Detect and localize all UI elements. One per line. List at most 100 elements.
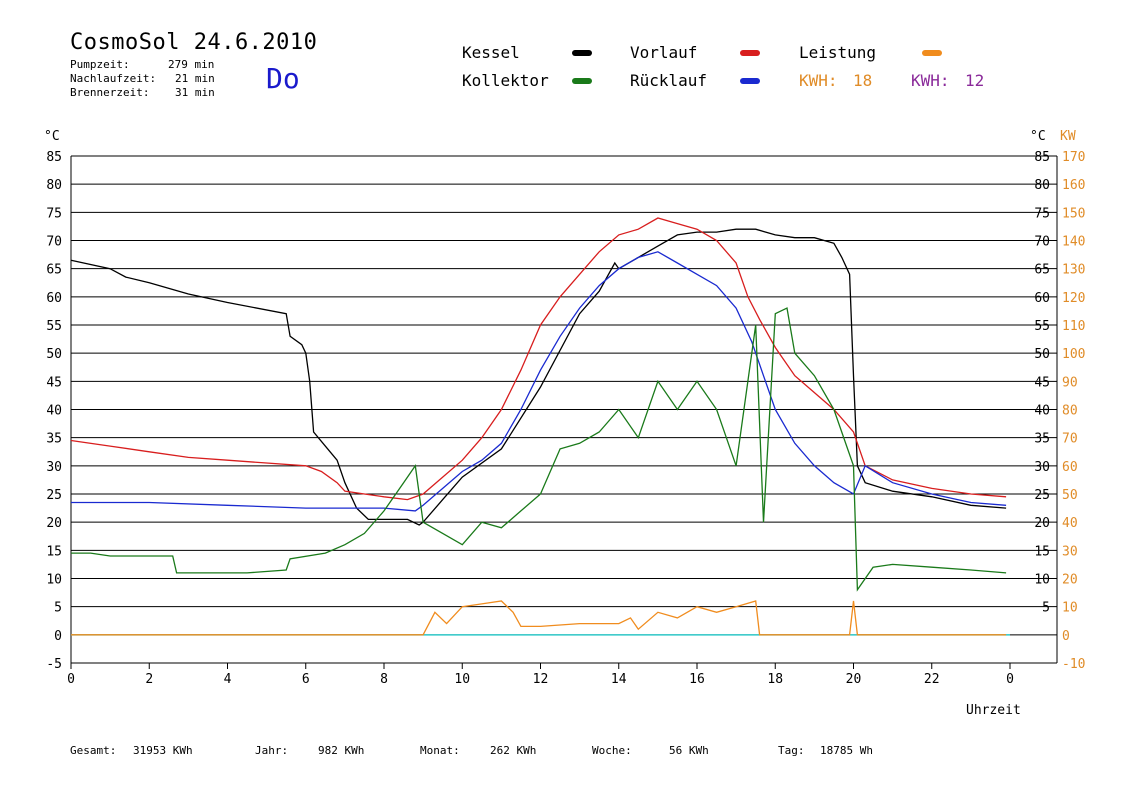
y-tick-left-55: 55 xyxy=(46,319,62,334)
kwh-label-2: KWH: xyxy=(911,71,950,90)
y-tick-right-c-15: 15 xyxy=(1034,544,1050,559)
y-tick-right-kw-90: 90 xyxy=(1062,375,1078,390)
chart-series xyxy=(70,217,1010,636)
footer-tag-value: 18785 Wh xyxy=(820,744,873,757)
stat-nachlaufzeit-value: 21 min xyxy=(175,72,215,85)
y-tick-right-c-45: 45 xyxy=(1034,375,1050,390)
y-tick-right-c-20: 20 xyxy=(1034,516,1050,531)
footer-gesamt-label: Gesamt: xyxy=(70,744,117,757)
y-axis-label-right-kw: KW xyxy=(1060,129,1076,144)
stat-brennerzeit-label: Brennerzeit: xyxy=(70,86,150,99)
y-tick-right-c-50: 50 xyxy=(1034,347,1050,362)
chart-ticks: -505101520253035404550556065707580855101… xyxy=(46,150,1085,687)
y-tick-right-c-35: 35 xyxy=(1034,432,1050,447)
y-tick-right-kw-10: 10 xyxy=(1062,601,1078,616)
y-tick-right-c-25: 25 xyxy=(1034,488,1050,503)
x-tick-2: 4 xyxy=(224,672,232,687)
stat-pumpzeit-value: 279 min xyxy=(168,58,215,71)
y-tick-left-50: 50 xyxy=(46,347,62,362)
kwh-value-2: 12 xyxy=(965,71,985,90)
y-tick-right-kw-20: 20 xyxy=(1062,573,1078,588)
legend-leistung-swatch xyxy=(922,50,942,56)
y-tick-left-20: 20 xyxy=(46,516,62,531)
y-tick-left--5: -5 xyxy=(46,657,62,672)
y-tick-left-70: 70 xyxy=(46,235,62,250)
series-line-vorlauf xyxy=(70,217,1007,501)
y-tick-left-40: 40 xyxy=(46,404,62,419)
y-tick-right-kw-70: 70 xyxy=(1062,432,1078,447)
y-tick-right-c-30: 30 xyxy=(1034,460,1050,475)
y-tick-right-kw-110: 110 xyxy=(1062,319,1085,334)
y-tick-left-25: 25 xyxy=(46,488,62,503)
x-tick-5: 10 xyxy=(454,672,470,687)
series-line-kollektor xyxy=(71,307,1007,592)
y-tick-right-c-65: 65 xyxy=(1034,263,1050,278)
y-tick-right-kw-0: 0 xyxy=(1062,629,1070,644)
footer-jahr-value: 982 KWh xyxy=(318,744,365,757)
y-tick-right-kw-80: 80 xyxy=(1062,404,1078,419)
footer-woche-value: 56 KWh xyxy=(669,744,709,757)
x-axis-label: Uhrzeit xyxy=(966,703,1021,718)
legend-ruecklauf-swatch xyxy=(740,78,760,84)
y-tick-right-c-10: 10 xyxy=(1034,573,1050,588)
x-tick-6: 12 xyxy=(533,672,549,687)
legend-kessel-label: Kessel xyxy=(462,43,520,62)
stat-pumpzeit-label: Pumpzeit: xyxy=(70,58,130,71)
y-tick-right-c-60: 60 xyxy=(1034,291,1050,306)
y-tick-left-65: 65 xyxy=(46,263,62,278)
kwh-label-1: KWH: xyxy=(799,71,838,90)
y-tick-right-kw-170: 170 xyxy=(1062,150,1085,165)
y-tick-left-35: 35 xyxy=(46,432,62,447)
y-tick-left-45: 45 xyxy=(46,375,62,390)
y-tick-left-80: 80 xyxy=(46,178,62,193)
footer-monat-value: 262 KWh xyxy=(490,744,537,757)
y-tick-right-kw-120: 120 xyxy=(1062,291,1085,306)
y-tick-right-kw-150: 150 xyxy=(1062,206,1085,221)
y-tick-left-10: 10 xyxy=(46,573,62,588)
x-tick-8: 16 xyxy=(689,672,705,687)
x-tick-4: 8 xyxy=(380,672,388,687)
footer-woche-label: Woche: xyxy=(592,744,632,757)
legend-vorlauf-label: Vorlauf xyxy=(630,43,698,62)
legend-leistung-label: Leistung xyxy=(799,43,877,62)
footer-tag-label: Tag: xyxy=(778,744,805,757)
stat-brennerzeit-value: 31 min xyxy=(175,86,215,99)
y-tick-right-c-85: 85 xyxy=(1034,150,1050,165)
series-line-leistung xyxy=(71,600,1007,636)
stat-nachlaufzeit-label: Nachlaufzeit: xyxy=(70,72,157,85)
y-tick-right-c-75: 75 xyxy=(1034,206,1050,221)
chart-axes xyxy=(70,156,1058,664)
x-tick-11: 22 xyxy=(924,672,940,687)
y-tick-right-kw-40: 40 xyxy=(1062,516,1078,531)
y-tick-right-kw-30: 30 xyxy=(1062,544,1078,559)
y-tick-right-kw-60: 60 xyxy=(1062,460,1078,475)
y-tick-right-kw-160: 160 xyxy=(1062,178,1085,193)
y-tick-right-kw--10: -10 xyxy=(1062,657,1085,672)
y-tick-right-c-55: 55 xyxy=(1034,319,1050,334)
weekday-label: Do xyxy=(266,62,300,95)
y-tick-left-30: 30 xyxy=(46,460,62,475)
y-tick-left-85: 85 xyxy=(46,150,62,165)
y-tick-right-kw-50: 50 xyxy=(1062,488,1078,503)
footer-gesamt-value: 31953 KWh xyxy=(133,744,193,757)
footer-monat-label: Monat: xyxy=(420,744,460,757)
x-tick-3: 6 xyxy=(302,672,310,687)
x-tick-10: 20 xyxy=(846,672,862,687)
legend-ruecklauf-label: Rücklauf xyxy=(630,71,708,90)
y-tick-right-kw-140: 140 xyxy=(1062,235,1085,250)
chart-title: CosmoSol 24.6.2010 xyxy=(70,30,318,55)
footer-jahr-label: Jahr: xyxy=(255,744,289,757)
y-tick-right-kw-100: 100 xyxy=(1062,347,1085,362)
legend-kollektor-label: Kollektor xyxy=(462,71,549,90)
y-tick-left-0: 0 xyxy=(54,629,62,644)
legend-vorlauf-swatch xyxy=(740,50,760,56)
y-tick-right-kw-130: 130 xyxy=(1062,263,1085,278)
y-tick-right-c-5: 5 xyxy=(1042,601,1050,616)
y-tick-left-15: 15 xyxy=(46,544,62,559)
y-tick-left-60: 60 xyxy=(46,291,62,306)
y-tick-right-c-80: 80 xyxy=(1034,178,1050,193)
y-tick-right-c-40: 40 xyxy=(1034,404,1050,419)
series-line-kessel xyxy=(70,228,1007,526)
chart-grid xyxy=(71,155,1057,636)
